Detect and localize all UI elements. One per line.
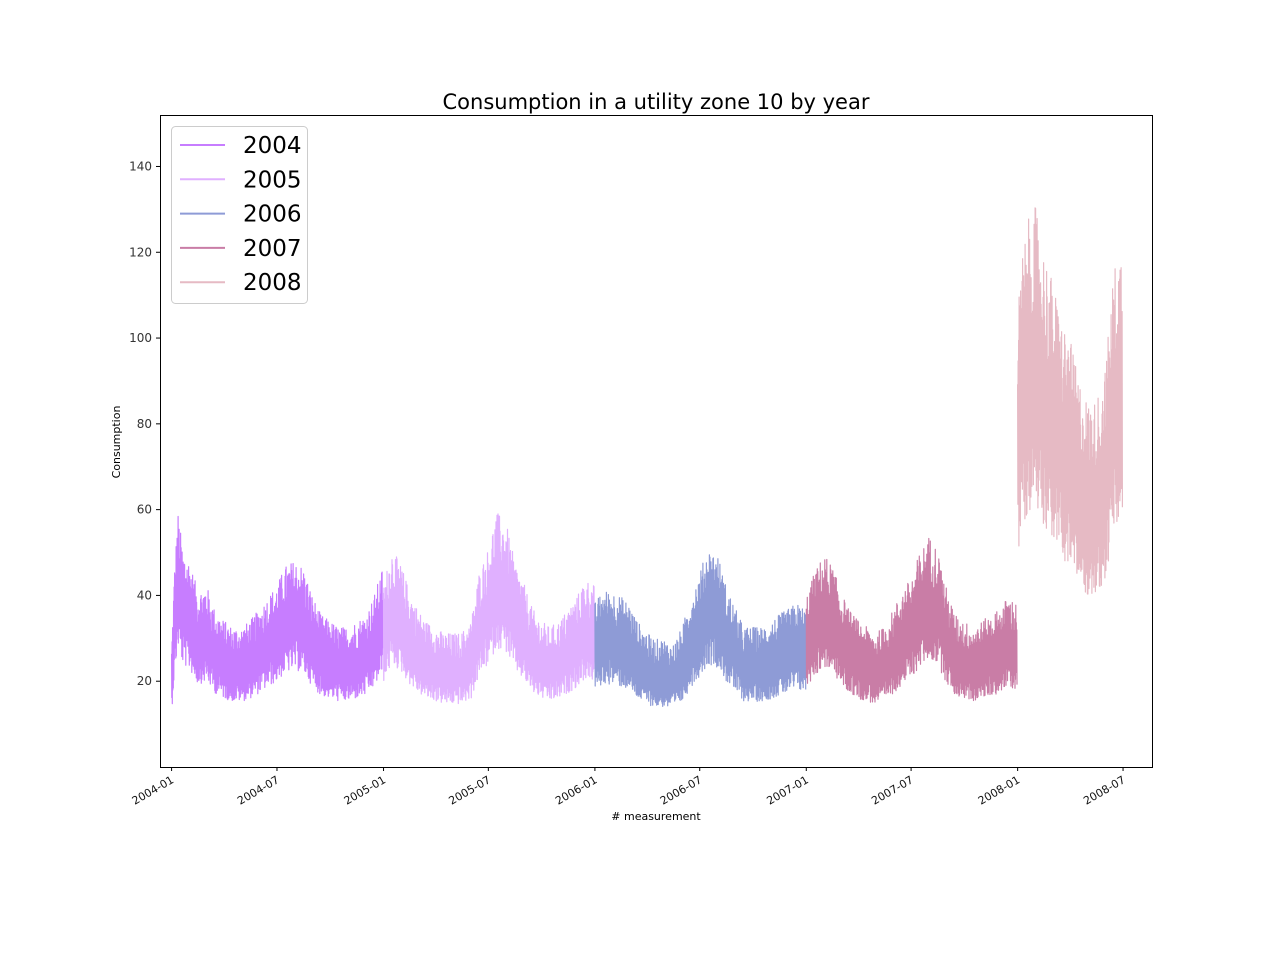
legend-label: 2008 bbox=[243, 270, 302, 296]
x-axis-label: # measurement bbox=[611, 810, 701, 823]
legend-label: 2004 bbox=[243, 133, 302, 159]
series-layer bbox=[171, 207, 1123, 707]
y-tick-label: 60 bbox=[137, 503, 152, 517]
plot-frame bbox=[160, 115, 1153, 768]
legend-box bbox=[171, 126, 308, 304]
legend-label: 2007 bbox=[243, 236, 302, 262]
chart-title: Consumption in a utility zone 10 by year bbox=[443, 90, 870, 114]
series-line-2006 bbox=[594, 554, 807, 707]
y-tick-label: 140 bbox=[129, 159, 152, 173]
series-line-2008 bbox=[1017, 207, 1123, 595]
y-tick-label: 20 bbox=[137, 674, 152, 688]
y-axis: 20 40 60 80 100 120 140 bbox=[129, 159, 160, 688]
y-tick-label: 80 bbox=[137, 417, 152, 431]
y-tick-label: 100 bbox=[129, 331, 152, 345]
series-line-2007 bbox=[805, 537, 1018, 703]
legend-label: 2005 bbox=[243, 167, 302, 193]
series-line-2004 bbox=[171, 515, 384, 705]
legend-label: 2006 bbox=[243, 202, 302, 228]
y-tick-label: 120 bbox=[129, 245, 152, 259]
y-axis-label: Consumption bbox=[110, 406, 123, 479]
y-tick-label: 40 bbox=[137, 588, 152, 602]
series-line-2005 bbox=[382, 513, 595, 705]
legend: 2004 2005 2006 2007 2008 bbox=[171, 126, 308, 304]
